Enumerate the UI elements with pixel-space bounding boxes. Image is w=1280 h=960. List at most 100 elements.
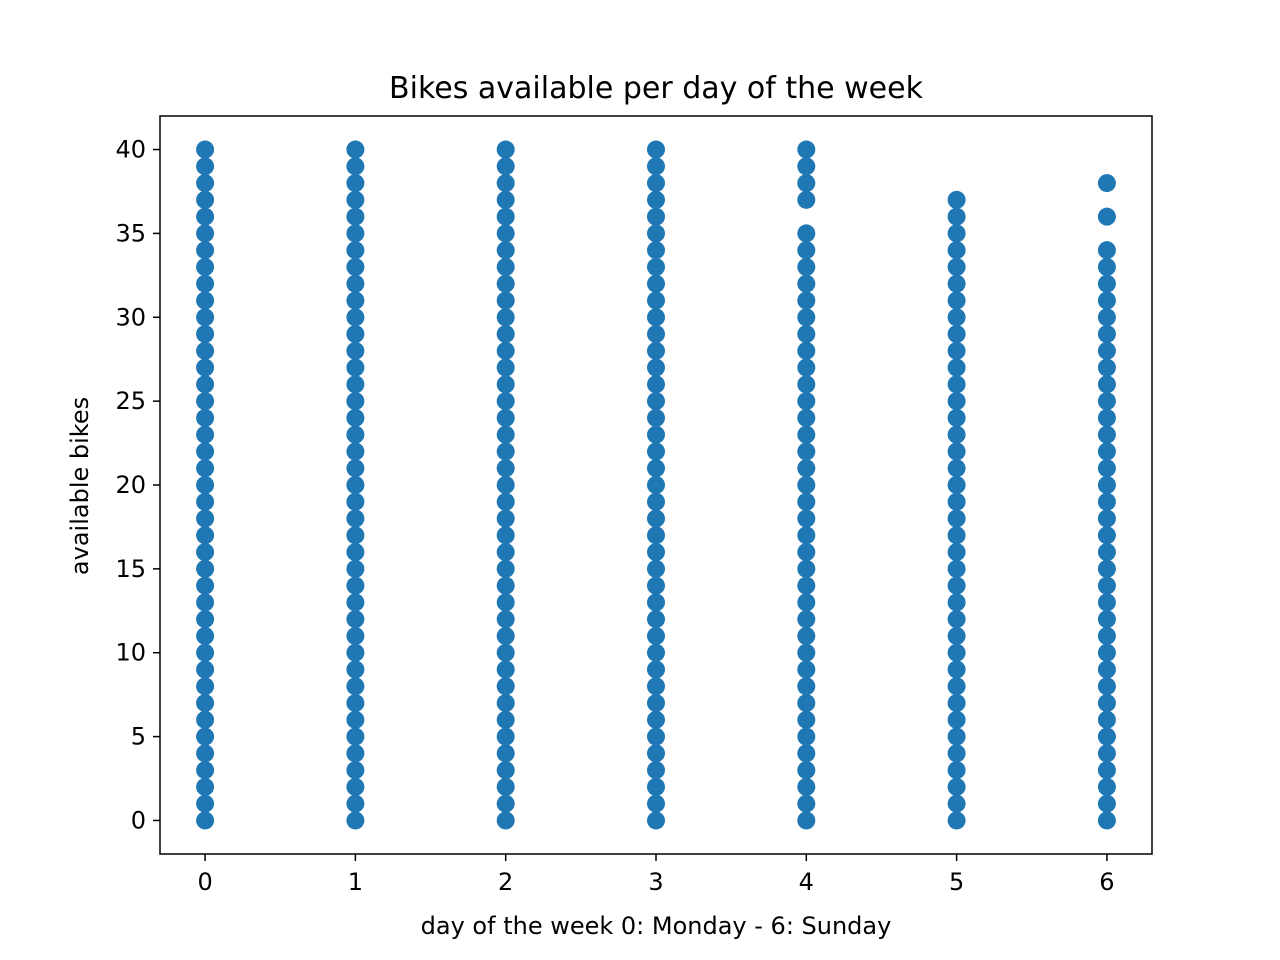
data-point — [496, 325, 515, 344]
data-point — [947, 543, 966, 562]
data-point — [1097, 744, 1116, 763]
data-point — [196, 777, 215, 796]
data-point — [196, 744, 215, 763]
data-point — [1097, 777, 1116, 796]
data-point — [196, 341, 215, 360]
data-point — [947, 811, 966, 830]
data-point — [647, 308, 665, 327]
x-tick-label: 6 — [1099, 868, 1114, 896]
data-point — [797, 274, 816, 293]
data-point — [346, 140, 365, 159]
data-point — [496, 174, 515, 193]
data-point — [797, 476, 816, 494]
data-point — [346, 492, 365, 511]
y-tick-label: 10 — [115, 639, 146, 667]
data-point — [947, 660, 966, 679]
data-point — [797, 257, 816, 276]
y-tick-label: 15 — [115, 555, 146, 583]
data-point — [797, 174, 816, 193]
data-point — [496, 291, 515, 310]
x-tick-label: 5 — [949, 868, 964, 896]
data-point — [196, 761, 215, 780]
data-point — [1097, 375, 1116, 394]
data-point — [196, 425, 215, 444]
data-point — [196, 224, 215, 243]
data-point — [346, 476, 365, 494]
data-point — [947, 308, 966, 327]
data-point — [647, 509, 665, 528]
data-point — [647, 174, 665, 193]
data-point — [196, 660, 215, 679]
data-point — [647, 794, 665, 813]
data-point — [647, 459, 665, 478]
data-point — [346, 274, 365, 293]
data-point — [1097, 710, 1116, 729]
data-point — [647, 777, 665, 796]
data-point — [947, 207, 966, 226]
data-point — [196, 325, 215, 344]
data-point — [647, 274, 665, 293]
data-point — [947, 392, 966, 411]
y-tick-label: 0 — [131, 806, 146, 834]
data-point — [346, 593, 365, 612]
data-point — [346, 408, 365, 427]
data-point — [647, 811, 665, 830]
data-point — [1097, 677, 1116, 696]
x-axis-label: day of the week 0: Monday - 6: Sunday — [421, 912, 892, 940]
data-point — [496, 207, 515, 226]
data-point — [1097, 509, 1116, 528]
data-point — [1097, 174, 1116, 193]
data-point — [947, 710, 966, 729]
data-point — [346, 710, 365, 729]
data-point — [496, 677, 515, 696]
data-point — [196, 694, 215, 713]
data-point — [797, 593, 816, 612]
data-point — [346, 190, 365, 209]
data-point — [196, 190, 215, 209]
data-point — [797, 459, 816, 478]
data-point — [496, 559, 515, 578]
data-point — [797, 190, 816, 209]
data-point — [647, 626, 665, 645]
data-point — [947, 241, 966, 260]
data-point — [1097, 341, 1116, 360]
data-point — [947, 442, 966, 461]
data-point — [947, 610, 966, 629]
data-point — [346, 543, 365, 562]
x-tick-label: 4 — [799, 868, 814, 896]
data-point — [1097, 559, 1116, 578]
data-point — [346, 660, 365, 679]
data-point — [196, 140, 215, 159]
data-point — [346, 794, 365, 813]
data-point — [346, 442, 365, 461]
data-point — [196, 291, 215, 310]
data-point — [797, 811, 816, 830]
data-point — [1097, 593, 1116, 612]
data-point — [346, 241, 365, 260]
data-point — [797, 358, 816, 377]
data-point — [1097, 476, 1116, 494]
data-point — [1097, 325, 1116, 344]
data-point — [947, 626, 966, 645]
data-point — [647, 660, 665, 679]
data-point — [346, 375, 365, 394]
y-tick-label: 20 — [115, 471, 146, 499]
data-point — [196, 207, 215, 226]
data-point — [496, 274, 515, 293]
data-point — [196, 408, 215, 427]
data-point — [346, 677, 365, 696]
data-point — [346, 325, 365, 344]
data-point — [496, 744, 515, 763]
data-point — [647, 190, 665, 209]
data-point — [346, 341, 365, 360]
data-point — [647, 392, 665, 411]
data-point — [196, 274, 215, 293]
data-point — [196, 677, 215, 696]
data-point — [947, 274, 966, 293]
data-point — [947, 257, 966, 276]
data-point — [1097, 626, 1116, 645]
y-tick-label: 35 — [115, 219, 146, 247]
data-point — [346, 626, 365, 645]
data-point — [647, 744, 665, 763]
